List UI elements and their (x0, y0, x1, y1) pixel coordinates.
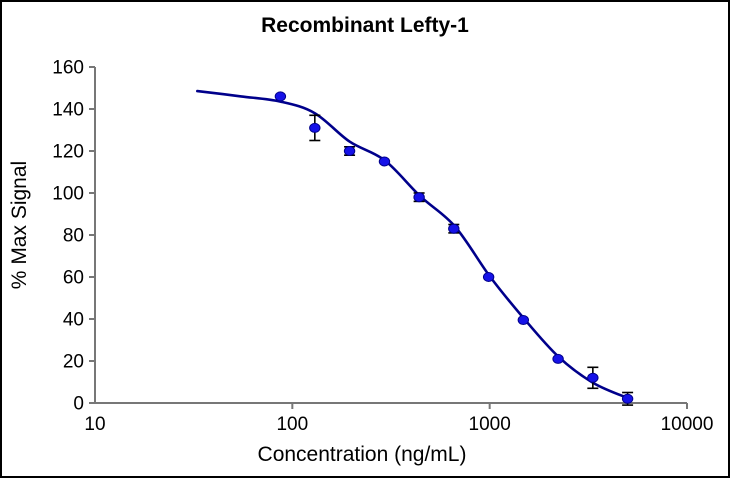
data-point-marker (482, 272, 495, 282)
y-tick-label: 80 (63, 226, 84, 247)
data-point-marker (274, 91, 287, 102)
y-tick-label: 40 (63, 310, 84, 331)
data-point-marker (621, 393, 634, 404)
y-tick-label: 160 (52, 58, 84, 79)
x-tick-label: 100 (276, 414, 308, 435)
x-tick-label: 1000 (469, 414, 511, 435)
error-bars-layer (309, 114, 634, 406)
x-tick-label: 10 (84, 414, 105, 435)
data-points-layer (274, 91, 634, 404)
fit-curve (196, 89, 632, 401)
fit-curve-layer (196, 89, 632, 401)
data-point-marker (309, 122, 321, 133)
y-tick-label: 140 (52, 100, 84, 121)
chart-title: Recombinant Lefty-1 (261, 14, 469, 37)
data-point-marker (448, 223, 460, 234)
data-point-marker (378, 156, 391, 167)
data-point-marker (343, 146, 356, 156)
y-axis-title: % Max Signal (8, 161, 31, 289)
y-tick-label: 120 (52, 142, 84, 163)
y-tick-label: 0 (73, 394, 84, 415)
data-point-marker (517, 315, 530, 326)
y-tick-label: 20 (63, 352, 84, 373)
data-point-marker (413, 192, 425, 203)
y-tick-label: 100 (52, 184, 84, 205)
x-tick-label: 10000 (661, 414, 714, 435)
axes-layer: 0 20 40 60 80 100 120 140 160 10 100 1000 10000 (52, 58, 713, 436)
y-tick-label: 60 (63, 268, 84, 289)
x-axis-title: Concentration (ng/mL) (258, 443, 467, 466)
data-point-marker (552, 353, 564, 364)
data-point-marker (587, 372, 599, 383)
